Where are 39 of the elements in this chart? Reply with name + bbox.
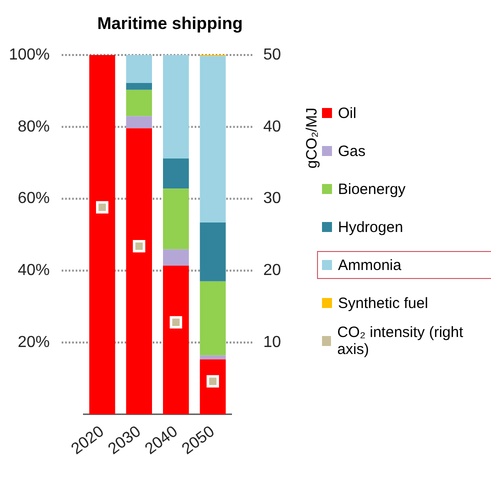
legend-label: Synthetic fuel	[338, 294, 428, 312]
bar	[126, 90, 152, 116]
bar	[162, 249, 189, 266]
y-tick-label: 60%	[18, 190, 50, 208]
point	[206, 375, 220, 388]
point	[96, 201, 108, 214]
y2-axis-title: gCO₂/MJ	[304, 108, 320, 168]
bar	[126, 128, 152, 414]
bar	[162, 266, 189, 414]
bar	[89, 55, 116, 414]
bar	[126, 55, 152, 84]
legend-label: Hydrogen	[338, 218, 404, 236]
legend-label: Oil	[338, 104, 356, 122]
rectangle-outline: Ammonia	[318, 252, 491, 278]
y2-tick-label: 10	[263, 334, 282, 351]
bar	[162, 158, 189, 189]
y-tick-label: 40%	[18, 262, 50, 279]
y2-tick-label: 20	[263, 262, 282, 279]
legend-label: Gas	[338, 142, 366, 160]
y2-tick-label: 50	[263, 46, 282, 64]
legend-label: CO₂ intensity (right axis)	[337, 324, 464, 358]
bar	[162, 55, 189, 158]
legend-label: Ammonia	[338, 256, 402, 274]
bar	[200, 56, 226, 222]
y2-tick-label: 30	[263, 190, 282, 208]
y-tick-label: 100%	[8, 46, 50, 64]
legend-label: Bioenergy	[338, 180, 406, 198]
bar	[126, 83, 152, 90]
y-tick-label: 80%	[18, 118, 50, 136]
point	[170, 316, 182, 329]
y-tick-label: 20%	[18, 334, 50, 351]
bar	[200, 281, 226, 356]
bar	[200, 355, 226, 360]
bar	[126, 116, 152, 128]
y2-tick-label: 40	[263, 118, 282, 136]
bar	[162, 188, 189, 250]
bar	[200, 222, 226, 282]
chart-title: Maritime shipping	[96, 14, 244, 34]
point	[132, 240, 146, 252]
